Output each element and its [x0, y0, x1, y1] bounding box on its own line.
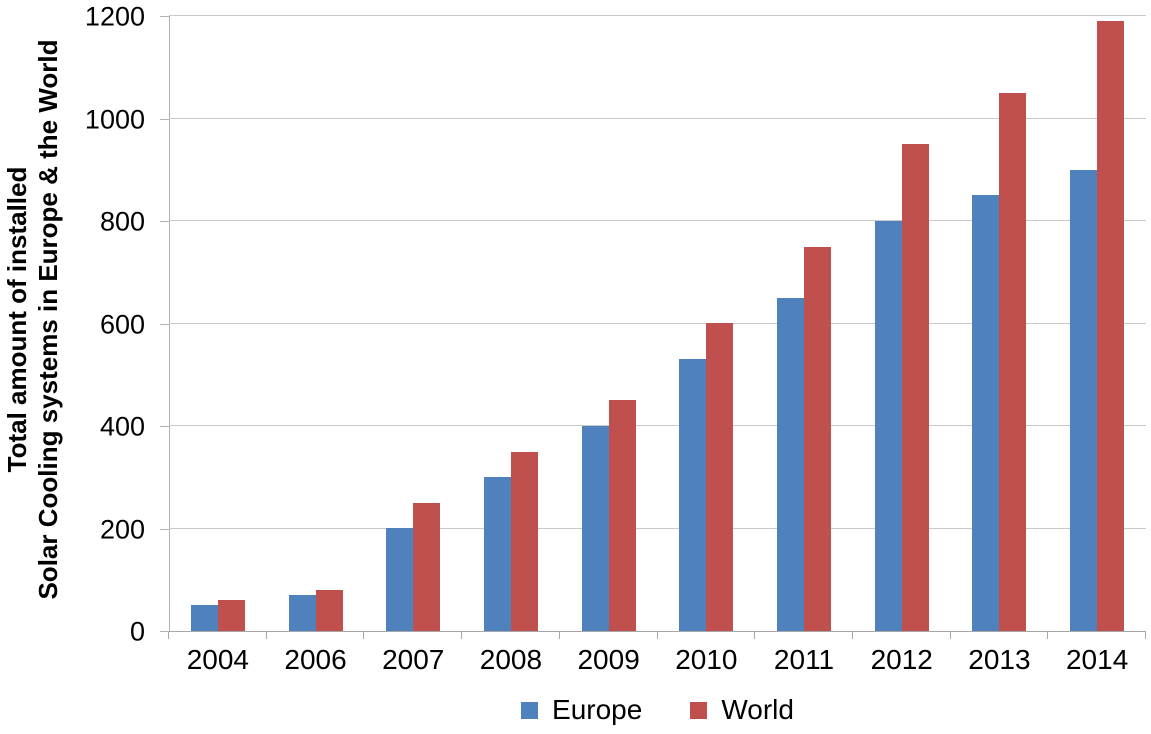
- bar-group-2012: [853, 16, 951, 631]
- y-axis-title-line1: Total amount of installed: [2, 166, 32, 473]
- gridline-1000: [169, 117, 1146, 119]
- x-tick-label-2011: 2011: [773, 644, 835, 675]
- y-tick-label-1000: 1000: [84, 104, 145, 134]
- legend-label-europe: Europe: [552, 694, 643, 725]
- x-boundary-tick-10: [1145, 632, 1146, 639]
- y-tick-200: [160, 528, 169, 530]
- x-tick-label-2012: 2012: [870, 644, 933, 675]
- gridline-800: [169, 220, 1146, 221]
- x-boundary-tick-1: [266, 632, 267, 639]
- x-boundary-tick-7: [852, 632, 853, 639]
- bar-group-2008: [462, 16, 560, 631]
- x-tick-label-2006: 2006: [284, 644, 347, 675]
- y-axis-line: [169, 16, 170, 632]
- bar-group-2004: [169, 16, 267, 631]
- x-tick-label-2013: 2013: [968, 644, 1031, 675]
- bar-group-2007: [364, 16, 462, 631]
- bar-europe-2011: [777, 298, 805, 631]
- x-tick-label-2008: 2008: [479, 644, 543, 675]
- bar-europe-2012: [874, 221, 902, 631]
- bar-world-2012: [901, 144, 929, 631]
- y-tick-label-0: 0: [129, 616, 145, 647]
- bar-world-2008: [510, 452, 538, 631]
- bar-world-2014: [1097, 21, 1125, 631]
- legend-swatch-world: [690, 701, 708, 719]
- bar-europe-2004: [190, 605, 218, 631]
- bar-group-2009: [560, 16, 658, 631]
- y-tick-label-400: 400: [99, 411, 145, 442]
- bar-group-2006: [267, 16, 365, 631]
- y-tick-label-200: 200: [99, 514, 145, 544]
- bar-group-2013: [951, 16, 1049, 631]
- bar-world-2009: [608, 400, 636, 631]
- legend-item-europe: Europe: [521, 696, 642, 724]
- plot-area: [169, 15, 1146, 631]
- bar-world-2006: [315, 590, 343, 631]
- bar-europe-2007: [386, 528, 414, 631]
- bar-world-2011: [804, 247, 832, 631]
- x-tick-label-2010: 2010: [675, 644, 738, 675]
- x-tick-label-2004: 2004: [186, 644, 249, 675]
- y-tick-label-600: 600: [99, 309, 145, 339]
- y-tick-label-1200: 1200: [84, 1, 145, 32]
- legend: Europe World: [169, 696, 1146, 724]
- bar-europe-2008: [483, 477, 511, 631]
- x-boundary-tick-8: [950, 632, 951, 639]
- legend-label-world: World: [721, 694, 794, 725]
- x-boundary-tick-3: [461, 632, 462, 639]
- x-boundary-tick-0: [168, 632, 169, 639]
- legend-item-world: World: [690, 696, 794, 724]
- legend-swatch-europe: [521, 701, 539, 719]
- gridline-400: [169, 425, 1146, 426]
- bar-world-2007: [413, 503, 441, 631]
- bar-group-2010: [658, 16, 756, 631]
- bar-world-2004: [217, 600, 245, 631]
- gridline-600: [169, 322, 1146, 324]
- y-tick-0: [160, 631, 169, 632]
- x-axis-labels: 2004 2006 2007 2008 2009 2010 2011 2012 2013 2014: [169, 645, 1146, 677]
- y-tick-600: [160, 323, 169, 325]
- gridline-200: [169, 527, 1146, 529]
- bar-world-2013: [999, 93, 1027, 631]
- x-boundary-tick-4: [559, 632, 560, 639]
- y-tick-1000: [160, 118, 169, 120]
- x-tick-label-2009: 2009: [577, 644, 640, 675]
- bar-europe-2010: [679, 359, 707, 631]
- bar-group-2011: [755, 16, 853, 631]
- gridline-1200: [169, 15, 1146, 16]
- x-boundary-tick-5: [657, 632, 658, 639]
- y-tick-400: [160, 426, 169, 427]
- bar-europe-2013: [972, 195, 1000, 631]
- y-tick-800: [160, 221, 169, 222]
- bar-group-2014: [1048, 16, 1146, 631]
- x-tick-label-2014: 2014: [1065, 644, 1129, 675]
- x-tick-label-2007: 2007: [382, 644, 445, 675]
- y-tick-1200: [160, 16, 169, 17]
- bar-europe-2009: [581, 426, 609, 631]
- x-boundary-tick-6: [754, 632, 755, 639]
- x-boundary-tick-2: [363, 632, 364, 639]
- x-boundary-tick-9: [1047, 632, 1048, 639]
- bar-europe-2006: [288, 595, 316, 631]
- bar-europe-2014: [1070, 170, 1098, 631]
- y-tick-label-800: 800: [99, 206, 145, 237]
- bar-world-2010: [706, 323, 734, 631]
- x-axis-line: [160, 631, 1146, 632]
